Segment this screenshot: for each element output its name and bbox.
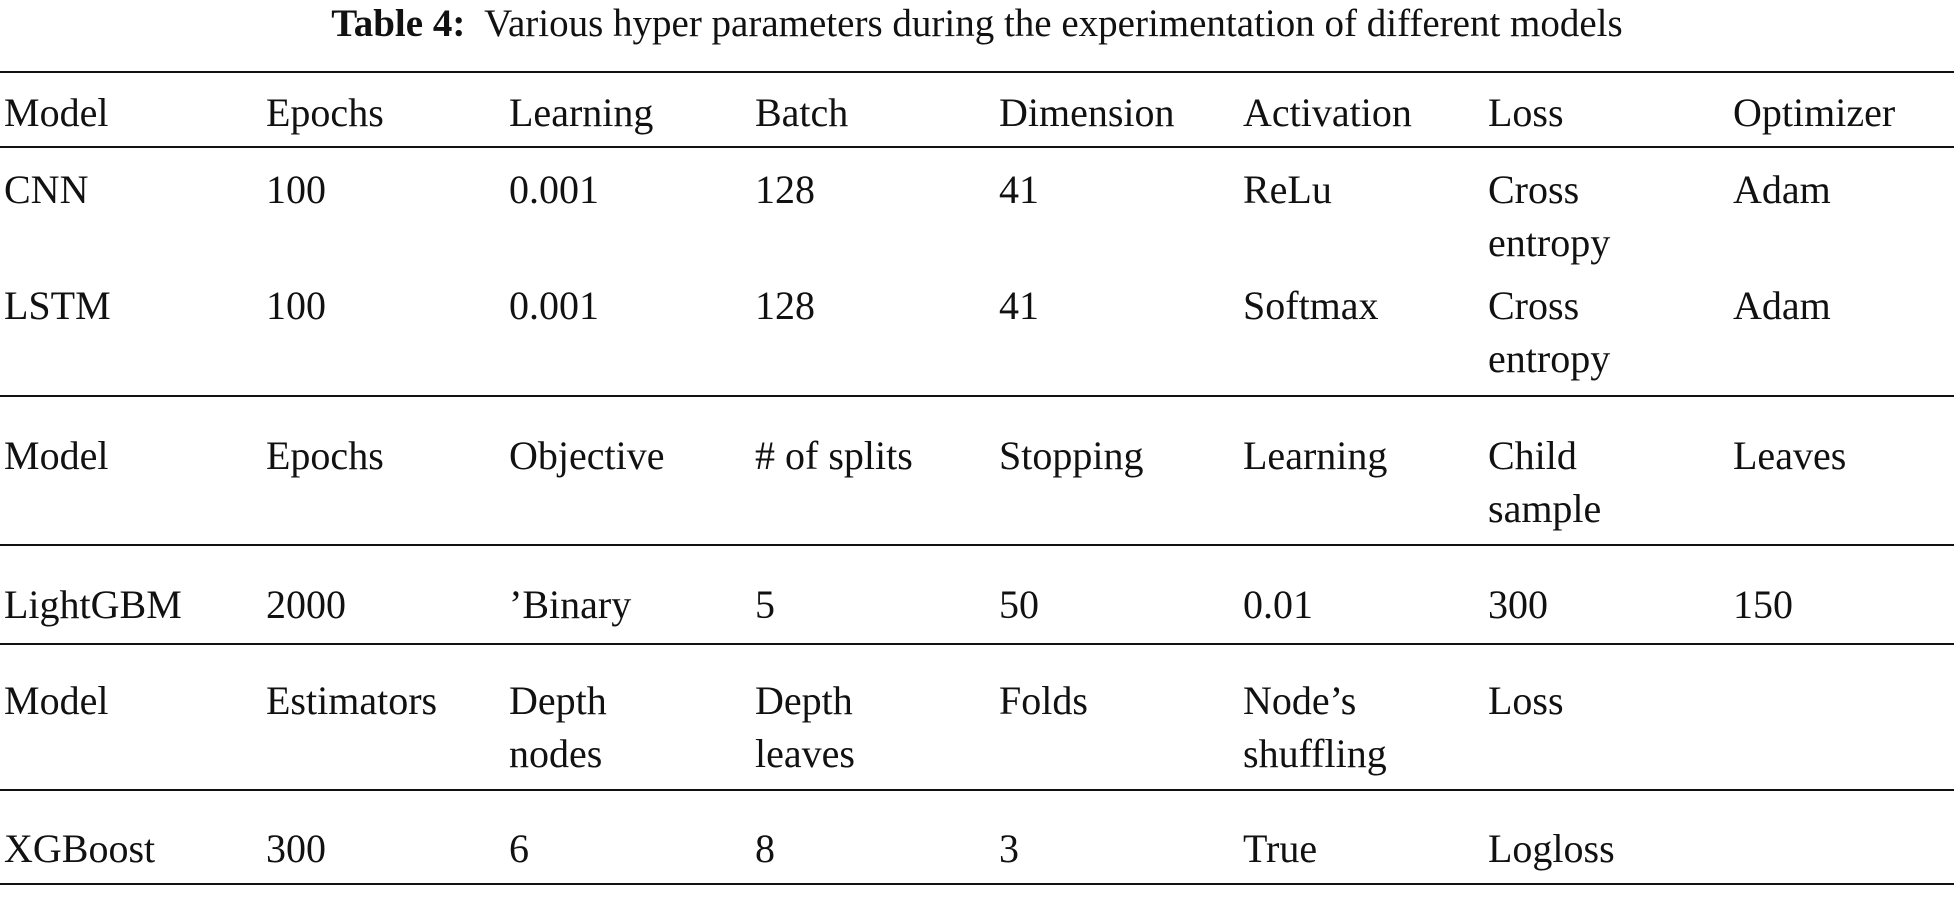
table-cell: Stopping (999, 433, 1144, 478)
table-header-row: Model Epochs Learning Batch Dimension Ac… (0, 86, 1954, 186)
table-cell: 128 (755, 167, 815, 212)
table-cell: Cross entropy (1488, 283, 1611, 381)
table-cell: Depth leaves (755, 678, 855, 776)
table-cell: Batch (755, 90, 849, 135)
table-cell: Objective (509, 433, 665, 478)
table-cell: Adam (1733, 283, 1831, 328)
table-cell: Model (4, 678, 109, 723)
table-row: LightGBM 2000 ’Binary 5 50 0.01 300 150 (0, 578, 1954, 678)
caption-text: Various hyper parameters during the expe… (484, 2, 1623, 45)
table-cell: 41 (999, 167, 1039, 212)
table-cell: XGBoost (4, 826, 156, 871)
table-cell: ’Binary (509, 582, 632, 627)
top-rule (0, 71, 1954, 73)
table-cell: 0.001 (509, 283, 599, 328)
table-cell: 300 (266, 826, 326, 871)
table-cell: Learning (509, 90, 654, 135)
table-cell: Epochs (266, 433, 384, 478)
section-rule (0, 789, 1954, 791)
table-cell: Epochs (266, 90, 384, 135)
table-cell: Node’s shuffling (1243, 678, 1387, 776)
table-cell: Learning (1243, 433, 1388, 478)
table-cell: LightGBM (4, 582, 182, 627)
table-cell: Leaves (1733, 433, 1847, 478)
table-cell: 8 (755, 826, 775, 871)
table-cell: True (1243, 826, 1318, 871)
table-cell: Loss (1488, 678, 1564, 723)
table-caption: Table 4: Various hyper parameters during… (0, 2, 1954, 46)
table-cell: 50 (999, 582, 1039, 627)
table-row: LSTM 100 0.001 128 41 Softmax Cross entr… (0, 279, 1954, 381)
table-cell: Child sample (1488, 433, 1602, 531)
table-cell: Depth nodes (509, 678, 607, 776)
section-rule (0, 395, 1954, 397)
section-rule (0, 544, 1954, 546)
header-rule (0, 146, 1954, 148)
table-cell: 5 (755, 582, 775, 627)
table-cell: Activation (1243, 90, 1412, 135)
bottom-rule (0, 883, 1954, 885)
section-rule (0, 643, 1954, 645)
table-cell: 100 (266, 283, 326, 328)
table-cell: Adam (1733, 167, 1831, 212)
table-header-row: Model Estimators Depth nodes Depth leave… (0, 674, 1954, 776)
table-cell: Model (4, 90, 109, 135)
table-row: XGBoost 300 6 8 3 True Logloss (0, 822, 1954, 922)
table-cell: 0.001 (509, 167, 599, 212)
table-cell: 128 (755, 283, 815, 328)
table-cell: Dimension (999, 90, 1175, 135)
table-cell: 100 (266, 167, 326, 212)
table-cell: ReLu (1243, 167, 1332, 212)
table-cell: # of splits (755, 433, 913, 478)
table-cell: 300 (1488, 582, 1548, 627)
table-cell: 41 (999, 283, 1039, 328)
caption-label: Table 4: (331, 2, 466, 45)
table-cell: Softmax (1243, 283, 1379, 328)
table-cell: 0.01 (1243, 582, 1313, 627)
table-cell: 150 (1733, 582, 1793, 627)
table-header-row: Model Epochs Objective # of splits Stopp… (0, 429, 1954, 531)
table-cell: Loss (1488, 90, 1564, 135)
table-cell: 3 (999, 826, 1019, 871)
table-cell: 6 (509, 826, 529, 871)
table-cell: Cross entropy (1488, 167, 1611, 265)
table-cell: Estimators (266, 678, 438, 723)
table-cell: CNN (4, 167, 89, 212)
table-row: CNN 100 0.001 128 41 ReLu Cross entropy … (0, 163, 1954, 265)
table-cell: Logloss (1488, 826, 1615, 871)
table-cell: Folds (999, 678, 1088, 723)
table-cell: Optimizer (1733, 90, 1896, 135)
table-cell: Model (4, 433, 109, 478)
table-cell: LSTM (4, 283, 111, 328)
table-cell: 2000 (266, 582, 346, 627)
